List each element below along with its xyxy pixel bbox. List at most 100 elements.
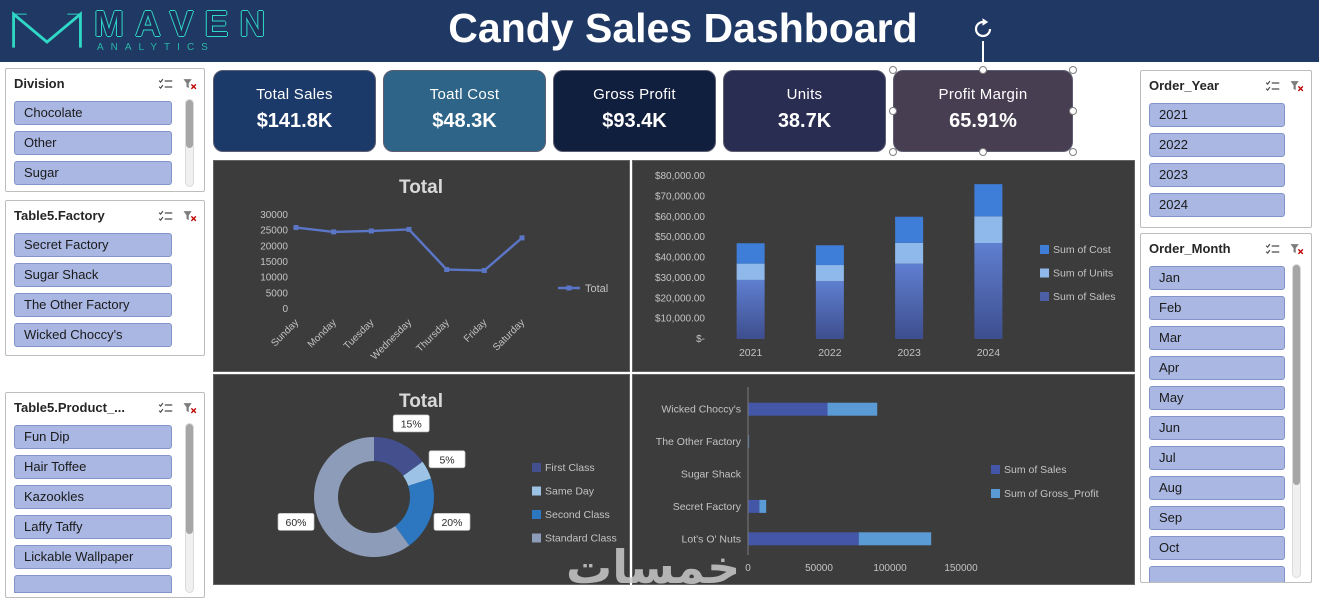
slicer-item[interactable]: Chocolate xyxy=(14,101,172,125)
slicer-item[interactable]: Sep xyxy=(1149,506,1285,530)
slicer-scrollbar[interactable] xyxy=(185,423,194,593)
rotate-handle[interactable] xyxy=(971,17,995,46)
slicer-item[interactable]: 2021 xyxy=(1149,103,1285,127)
slicer-item[interactable]: Fun Dip xyxy=(14,425,172,449)
line-marker[interactable] xyxy=(444,267,450,273)
column-segment[interactable] xyxy=(895,263,924,339)
slicer-item[interactable]: Jul xyxy=(1149,446,1285,470)
chart-yearly-stacked-columns[interactable]: $- $10,000.00 $20,000.00 $30,000.00 $40,000.… xyxy=(632,160,1135,372)
multi-select-icon[interactable] xyxy=(155,76,175,92)
line-marker[interactable] xyxy=(481,267,487,273)
bar-segment[interactable] xyxy=(748,402,828,416)
selection-handle[interactable] xyxy=(889,107,897,115)
donut-slice[interactable] xyxy=(395,478,434,546)
slicer-item-partial[interactable] xyxy=(1149,566,1285,582)
chart-text: Lot's O' Nuts xyxy=(682,533,741,545)
slicer-scrollbar[interactable] xyxy=(185,99,194,187)
slicer-item[interactable]: Kazookles xyxy=(14,485,172,509)
clear-filter-icon[interactable] xyxy=(179,76,199,92)
selection-handle[interactable] xyxy=(1069,148,1077,156)
column-segment[interactable] xyxy=(895,216,924,243)
clear-filter-icon[interactable] xyxy=(1286,78,1306,94)
slicer-item[interactable]: Feb xyxy=(1149,296,1285,320)
selection-handle[interactable] xyxy=(889,148,897,156)
chart-text: Wednesday xyxy=(369,317,414,362)
kpi-card-total-cost[interactable]: Toatl Cost $48.3K xyxy=(383,70,546,152)
kpi-card-units[interactable]: Units 38.7K xyxy=(723,70,886,152)
bar-segment[interactable] xyxy=(858,532,932,546)
slicer-item[interactable]: May xyxy=(1149,386,1285,410)
scrollbar-thumb[interactable] xyxy=(186,424,193,534)
multi-select-icon[interactable] xyxy=(155,400,175,416)
slicer-item[interactable]: Wicked Choccy's xyxy=(14,323,172,347)
slicer-item[interactable]: Lickable Wallpaper xyxy=(14,545,172,569)
chart-total-by-day-line[interactable]: Total 0 5000 10000 15000 20000 25000 30000 Sunda… xyxy=(213,160,630,372)
column-segment[interactable] xyxy=(815,281,844,339)
donut-slice[interactable] xyxy=(374,437,423,476)
slicer-item[interactable]: Jun xyxy=(1149,416,1285,440)
scrollbar-thumb[interactable] xyxy=(186,100,193,148)
donut-slice[interactable] xyxy=(314,437,410,557)
donut-slice[interactable] xyxy=(403,461,432,486)
line-marker[interactable] xyxy=(406,226,412,232)
column-segment[interactable] xyxy=(895,242,924,264)
column-segment[interactable] xyxy=(736,243,765,264)
slicer-item[interactable]: 2024 xyxy=(1149,193,1285,217)
slicer-item[interactable]: Aug xyxy=(1149,476,1285,500)
clear-filter-icon[interactable] xyxy=(179,400,199,416)
slicer-item-partial[interactable] xyxy=(14,575,172,593)
slicer-item[interactable]: Apr xyxy=(1149,356,1285,380)
column-segment[interactable] xyxy=(736,279,765,339)
slicer-item[interactable]: Secret Factory xyxy=(14,233,172,257)
slicer-item[interactable]: Mar xyxy=(1149,326,1285,350)
slicer-item[interactable]: Hair Toffee xyxy=(14,455,172,479)
column-segment[interactable] xyxy=(815,245,844,266)
column-segment[interactable] xyxy=(736,263,765,280)
clear-filter-icon[interactable] xyxy=(1286,241,1306,257)
slicer-item[interactable]: Laffy Taffy xyxy=(14,515,172,539)
chart-total-by-class-donut[interactable]: Total 15% 5% 20% 60% First Class Same Day Secon… xyxy=(213,374,630,585)
chart-factory-stacked-bars[interactable]: Wicked Choccy's The Other Factory Sugar Sh… xyxy=(632,374,1135,585)
bar-segment[interactable] xyxy=(748,499,760,513)
kpi-card-gross-profit[interactable]: Gross Profit $93.4K xyxy=(553,70,716,152)
data-label: 15% xyxy=(401,418,422,430)
bar-segment[interactable] xyxy=(748,532,859,546)
line-marker[interactable] xyxy=(293,225,299,231)
bar-segment[interactable] xyxy=(827,402,878,416)
selection-handle[interactable] xyxy=(889,66,897,74)
slicer-item[interactable]: Sugar Shack xyxy=(14,263,172,287)
legend-label: Standard Class xyxy=(545,533,617,545)
slicer-header: Order_Year xyxy=(1141,71,1311,97)
slicer-item[interactable]: 2023 xyxy=(1149,163,1285,187)
multi-select-icon[interactable] xyxy=(1262,78,1282,94)
slicer-scrollbar[interactable] xyxy=(1292,264,1301,578)
column-segment[interactable] xyxy=(815,265,844,282)
slicer-item[interactable]: Sugar xyxy=(14,161,172,185)
selection-handle[interactable] xyxy=(1069,107,1077,115)
slicer-item[interactable]: Other xyxy=(14,131,172,155)
scrollbar-thumb[interactable] xyxy=(1293,265,1300,485)
column-segment[interactable] xyxy=(974,243,1003,339)
line-marker[interactable] xyxy=(519,235,525,241)
slicer-title: Order_Month xyxy=(1149,241,1231,256)
column-segment[interactable] xyxy=(974,184,1003,217)
selection-handle[interactable] xyxy=(979,66,987,74)
line-series[interactable] xyxy=(295,226,523,272)
slicer-item-list: Jan Feb Mar Apr May Jun Jul Aug Sep Oct xyxy=(1141,260,1311,582)
line-marker[interactable] xyxy=(368,228,374,234)
line-marker[interactable] xyxy=(331,229,337,235)
multi-select-icon[interactable] xyxy=(155,208,175,224)
kpi-card-total-sales[interactable]: Total Sales $141.8K xyxy=(213,70,376,152)
slicer-item[interactable]: Jan xyxy=(1149,266,1285,290)
slicer-item[interactable]: The Other Factory xyxy=(14,293,172,317)
bar-segment[interactable] xyxy=(759,499,767,513)
clear-filter-icon[interactable] xyxy=(179,208,199,224)
selection-handle[interactable] xyxy=(979,148,987,156)
slicer-factory: Table5.Factory Secret Factory Sugar Shack… xyxy=(5,200,205,356)
kpi-card-profit-margin[interactable]: Profit Margin 65.91% xyxy=(889,18,1077,156)
slicer-item[interactable]: 2022 xyxy=(1149,133,1285,157)
slicer-item[interactable]: Oct xyxy=(1149,536,1285,560)
column-segment[interactable] xyxy=(974,216,1003,244)
multi-select-icon[interactable] xyxy=(1262,241,1282,257)
selection-handle[interactable] xyxy=(1069,66,1077,74)
